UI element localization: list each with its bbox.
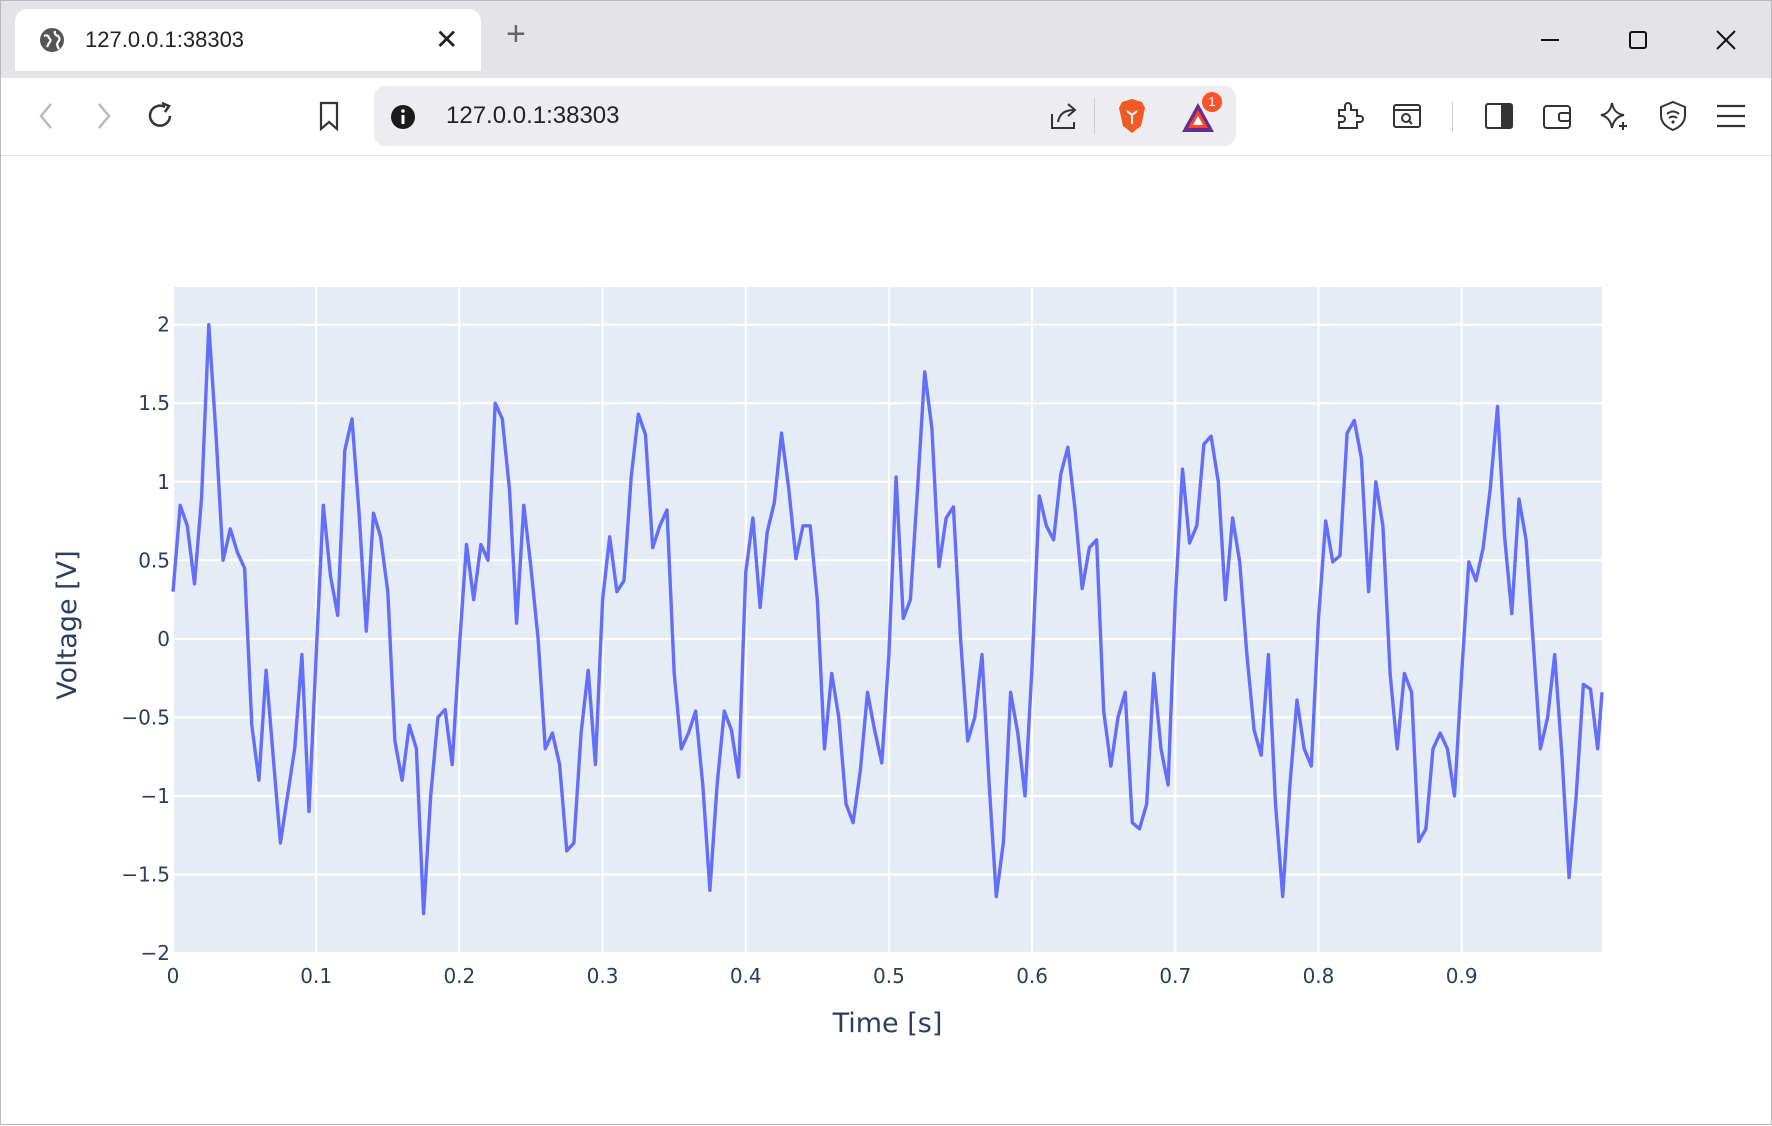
- reload-icon[interactable]: [144, 100, 176, 132]
- share-icon[interactable]: [1048, 100, 1080, 132]
- leo-search-icon[interactable]: [1391, 100, 1423, 132]
- sidebar-icon[interactable]: [1483, 100, 1515, 132]
- globe-icon: [40, 28, 64, 52]
- x-tick-label: 0.5: [873, 964, 905, 988]
- menu-icon[interactable]: [1715, 100, 1747, 132]
- x-tick-label: 0.2: [443, 964, 475, 988]
- leo-ai-icon[interactable]: [1598, 100, 1630, 132]
- toolbar: 127.0.0.1:38303 1: [1, 78, 1771, 156]
- tab-title: 127.0.0.1:38303: [85, 27, 245, 52]
- plot-area: [173, 287, 1602, 953]
- voltage-line: [171, 323, 1604, 916]
- x-tick-label: 0.4: [730, 964, 762, 988]
- url-text[interactable]: 127.0.0.1:38303: [446, 102, 620, 129]
- voltage-chart: 0 0.1 0.2 0.3 0.4 0.5 0.6 0.7 0.8 0.9 2 1.5 1 0.5 0 −0.…: [52, 287, 1604, 1039]
- x-tick-label: 0.6: [1016, 964, 1048, 988]
- y-axis-title: Voltage [V]: [52, 550, 83, 699]
- back-icon[interactable]: [31, 100, 63, 132]
- notification-badge: 1: [1202, 92, 1222, 112]
- vpn-shield-icon[interactable]: [1657, 100, 1689, 132]
- y-tick-label: 0: [157, 627, 170, 651]
- browser-tab[interactable]: 127.0.0.1:38303 ✕: [15, 9, 481, 71]
- x-axis-title: Time [s]: [832, 1008, 943, 1039]
- minimize-icon[interactable]: [1539, 29, 1561, 51]
- x-tick-label: 0.7: [1159, 964, 1191, 988]
- y-tick-label: −1.5: [121, 862, 170, 886]
- y-tick-label: 2: [157, 313, 170, 337]
- x-tick-label: 0.8: [1303, 964, 1335, 988]
- new-tab-button[interactable]: +: [506, 15, 526, 53]
- close-tab-button[interactable]: ✕: [435, 24, 459, 55]
- rewards-triangle-icon: [1182, 103, 1214, 132]
- x-tick-label: 0: [167, 964, 180, 988]
- maximize-icon[interactable]: [1627, 29, 1649, 51]
- y-tick-label: 1: [157, 470, 170, 494]
- bookmark-icon[interactable]: [313, 100, 345, 132]
- extensions-icon[interactable]: [1333, 100, 1365, 132]
- x-tick-label: 0.1: [300, 964, 332, 988]
- forward-icon[interactable]: [87, 100, 119, 132]
- y-tick-label: −2: [141, 941, 170, 965]
- brave-shields-icon[interactable]: [1116, 98, 1148, 134]
- x-tick-label: 0.9: [1446, 964, 1478, 988]
- brave-rewards-button[interactable]: 1: [1180, 92, 1222, 136]
- site-info-icon[interactable]: [390, 104, 416, 130]
- y-tick-label: 1.5: [138, 391, 170, 415]
- divider: [1452, 102, 1453, 132]
- tab-bar: 127.0.0.1:38303 ✕ +: [1, 1, 1771, 78]
- y-tick-label: −1: [141, 784, 170, 808]
- divider: [1094, 98, 1095, 134]
- y-tick-label: 0.5: [138, 548, 170, 572]
- y-tick-label: −0.5: [121, 705, 170, 729]
- close-window-icon[interactable]: [1715, 29, 1737, 51]
- wallet-icon[interactable]: [1541, 100, 1573, 132]
- address-bar[interactable]: 127.0.0.1:38303 1: [374, 86, 1236, 146]
- x-tick-label: 0.3: [587, 964, 619, 988]
